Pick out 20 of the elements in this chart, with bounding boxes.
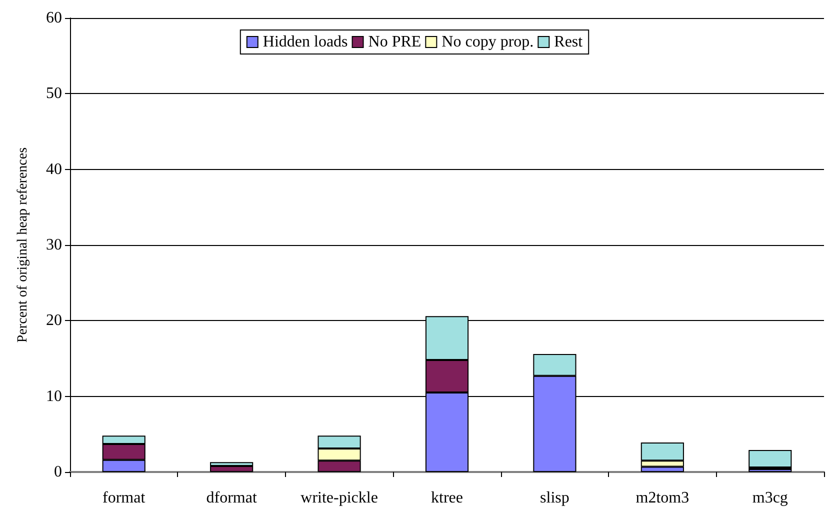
x-tick-label: m2tom3	[636, 490, 690, 506]
x-tick-label: write-pickle	[300, 490, 378, 506]
legend-label: No PRE	[368, 34, 422, 50]
y-tick-label: 40	[46, 160, 62, 178]
x-tick-label: slisp	[540, 490, 570, 506]
x-tick-label: ktree	[431, 490, 463, 506]
legend-label: Rest	[554, 34, 584, 50]
y-tick-label: 10	[46, 388, 62, 405]
y-tick-label: 50	[46, 85, 62, 102]
y-axis-title: Percent of original heap references	[16, 147, 30, 343]
y-tick-label: 20	[46, 312, 62, 330]
bar	[210, 466, 254, 472]
y-tick-label: 30	[46, 236, 62, 254]
x-tick-label: dformat	[206, 490, 258, 506]
y-tick-label: 0	[54, 464, 62, 480]
y-tick-label: 60	[46, 10, 62, 26]
x-tick-label: format	[102, 490, 146, 506]
legend-label: No copy prop.	[442, 34, 534, 50]
x-tick-label: m3cg	[752, 490, 788, 506]
legend-label: Hidden loads	[262, 34, 348, 50]
